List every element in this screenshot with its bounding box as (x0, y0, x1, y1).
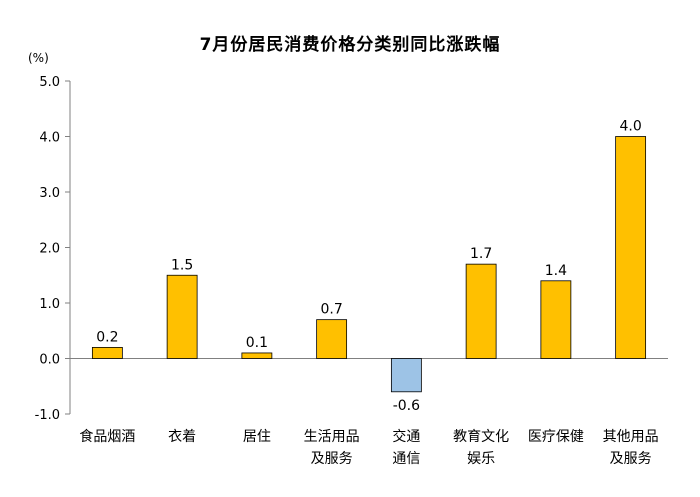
y-tick-label: 3.0 (39, 186, 60, 201)
y-tick-label: -1.0 (35, 408, 60, 423)
bar-value-label: 0.7 (320, 302, 342, 318)
bar (465, 263, 497, 359)
bar-series (91, 136, 647, 393)
category-label: 及服务 (311, 451, 353, 467)
y-tick-label: 5.0 (39, 75, 60, 90)
category-label: 居住 (243, 429, 271, 445)
bar-value-label: -0.6 (393, 398, 420, 414)
bar-value-label: 1.4 (545, 263, 567, 279)
bar-value-label: 0.2 (96, 329, 118, 345)
y-tick-label: 0.0 (39, 353, 60, 368)
category-label: 及服务 (610, 451, 652, 467)
bar (390, 358, 422, 393)
chart-title: 7月份居民消费价格分类别同比涨跌幅 (199, 35, 501, 55)
y-tick-label: 1.0 (39, 297, 60, 312)
y-tick-label: 2.0 (39, 242, 60, 257)
value-labels: 0.2 1.5 0.1 0.7 -0.6 1.7 1.4 4.0 (96, 119, 642, 414)
bar (316, 319, 348, 359)
y-axis-unit-label: (%) (28, 51, 49, 65)
bar (241, 352, 273, 359)
bar (540, 280, 572, 359)
bar-value-label: 1.5 (171, 257, 193, 273)
category-label: 食品烟酒 (79, 428, 135, 445)
category-label: 通信 (392, 451, 420, 467)
category-label: 生活用品 (304, 429, 360, 445)
bar-value-label: 4.0 (619, 119, 641, 135)
bar (615, 136, 647, 359)
category-label: 娱乐 (467, 451, 495, 467)
bar (166, 274, 198, 359)
bar (91, 346, 123, 359)
chart-axes: 5.0 4.0 3.0 2.0 1.0 0.0 -1.0 (35, 75, 668, 423)
category-label: 交通 (392, 428, 420, 445)
category-label: 教育文化 (453, 429, 509, 445)
bar-value-label: 0.1 (246, 335, 268, 351)
category-label: 衣着 (168, 429, 196, 445)
y-tick-label: 4.0 (39, 131, 60, 146)
category-label: 医疗保健 (528, 429, 584, 445)
bar-value-label: 1.7 (470, 246, 492, 262)
category-label: 其他用品 (603, 429, 659, 445)
